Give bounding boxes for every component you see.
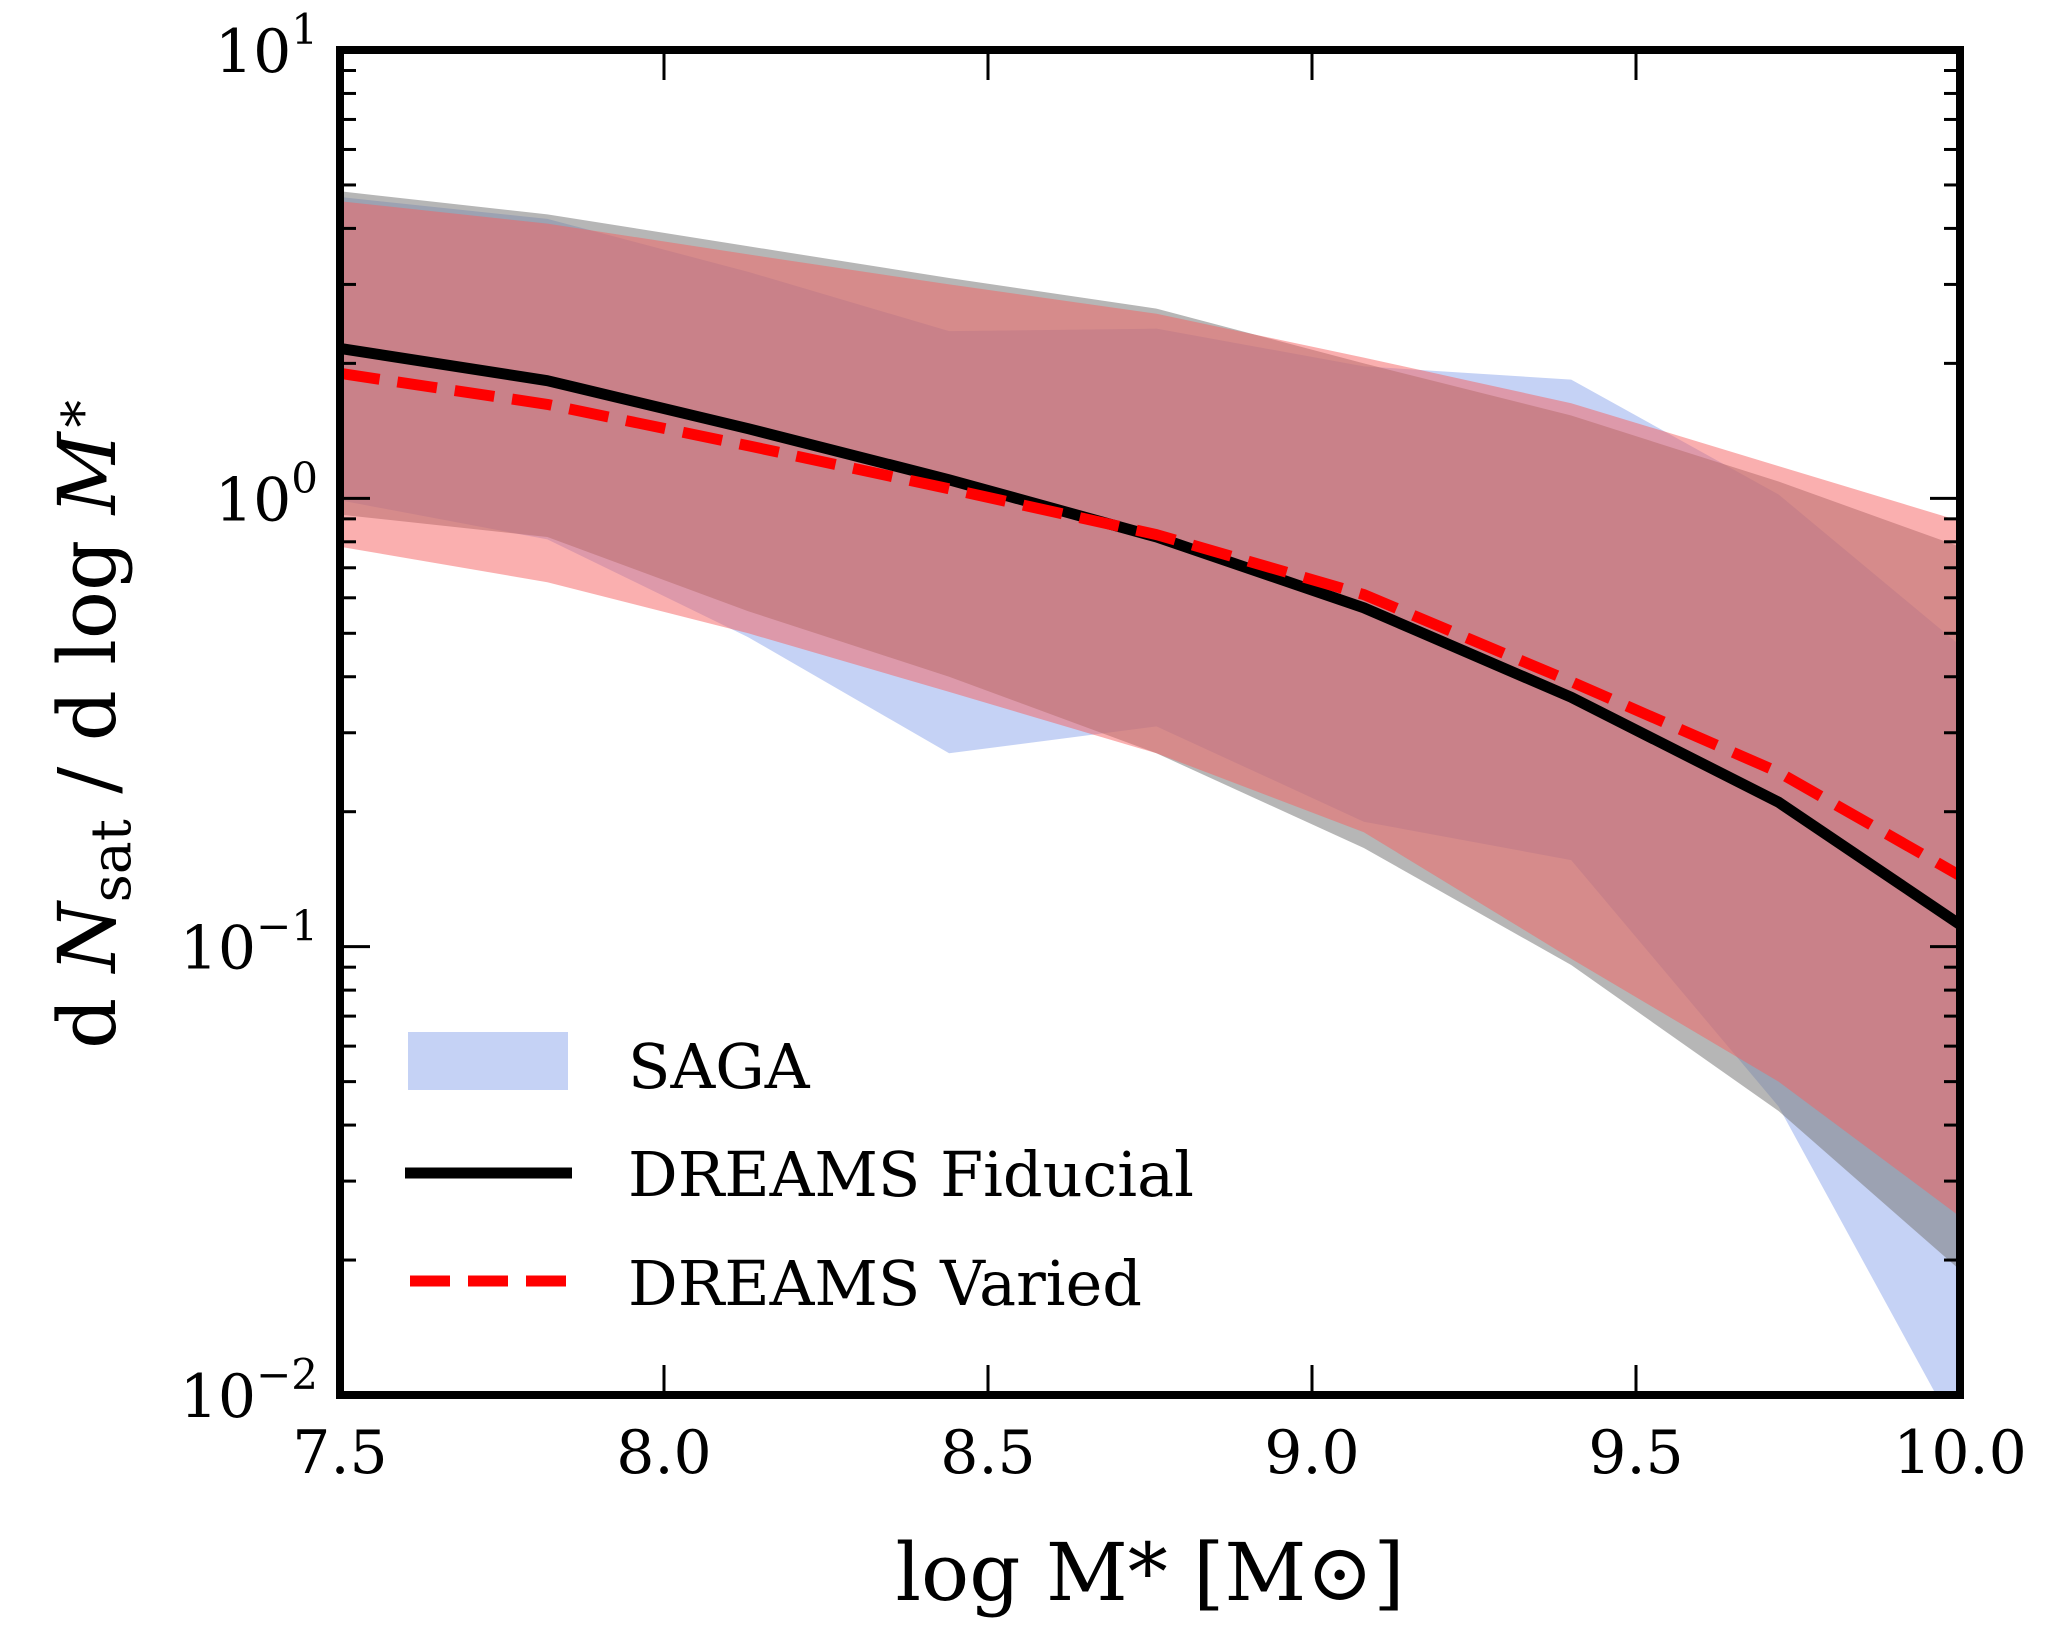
y-tick-base: 10 — [180, 1362, 256, 1432]
plot-frame — [336, 46, 1964, 1399]
y-tick-exponent: −1 — [256, 902, 318, 951]
band-band-2 — [340, 201, 1960, 1217]
y-tick-label: 10−1 — [180, 902, 318, 984]
lines — [340, 342, 1960, 930]
x-tick-label: 9.0 — [1264, 1418, 1359, 1488]
y-tick-exponent: −2 — [256, 1350, 318, 1399]
y-tick-label: 10−2 — [180, 1350, 318, 1432]
y-tick-exponent: 0 — [291, 453, 318, 502]
legend-label-saga: SAGA — [628, 1030, 811, 1103]
y-tick-label: 101 — [215, 5, 318, 87]
legend: SAGA DREAMS Fiducial DREAMS Varied — [405, 1030, 1194, 1320]
legend-label-fiducial: DREAMS Fiducial — [628, 1138, 1194, 1211]
x-tick-label: 8.0 — [616, 1418, 711, 1488]
x-tick-label: 8.5 — [940, 1418, 1035, 1488]
legend-swatch-saga — [408, 1032, 568, 1090]
x-tick-label: 10.0 — [1893, 1418, 2027, 1488]
x-axis-label: log M* [M⊙] — [895, 1526, 1404, 1619]
bands — [340, 191, 1960, 1395]
x-tick-label: 7.5 — [292, 1418, 387, 1488]
y-tick-base: 10 — [180, 914, 256, 984]
y-tick-base: 10 — [215, 17, 291, 87]
y-tick-base: 10 — [215, 465, 291, 535]
y-tick-label: 100 — [215, 453, 318, 535]
series-dreams-varied — [340, 367, 1960, 881]
legend-label-varied: DREAMS Varied — [628, 1247, 1142, 1320]
y-tick-exponent: 1 — [291, 5, 318, 54]
y-axis-label: d Nsat / d log M∗ — [39, 395, 143, 1049]
x-tick-label: 9.5 — [1588, 1418, 1683, 1488]
